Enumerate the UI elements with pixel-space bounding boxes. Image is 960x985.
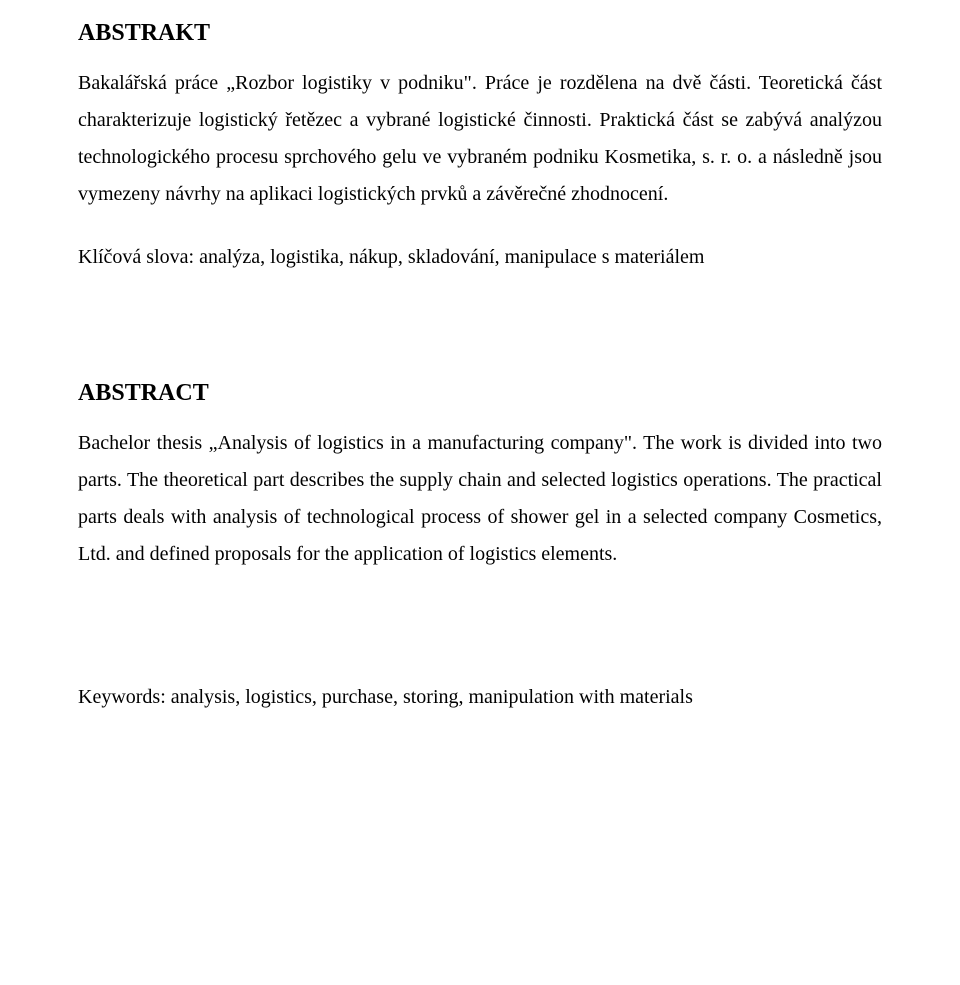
paragraph-gap	[78, 583, 882, 653]
abstract-body: Bachelor thesis „Analysis of logistics i…	[78, 425, 882, 573]
abstrakt-heading: ABSTRAKT	[78, 18, 882, 49]
document-page: ABSTRAKT Bakalářská práce „Rozbor logist…	[0, 0, 960, 985]
abstract-keywords: Keywords: analysis, logistics, purchase,…	[78, 679, 882, 716]
abstract-heading: ABSTRACT	[78, 378, 882, 409]
abstrakt-keywords: Klíčová slova: analýza, logistika, nákup…	[78, 239, 882, 276]
section-gap	[78, 286, 882, 378]
abstrakt-body: Bakalářská práce „Rozbor logistiky v pod…	[78, 65, 882, 213]
